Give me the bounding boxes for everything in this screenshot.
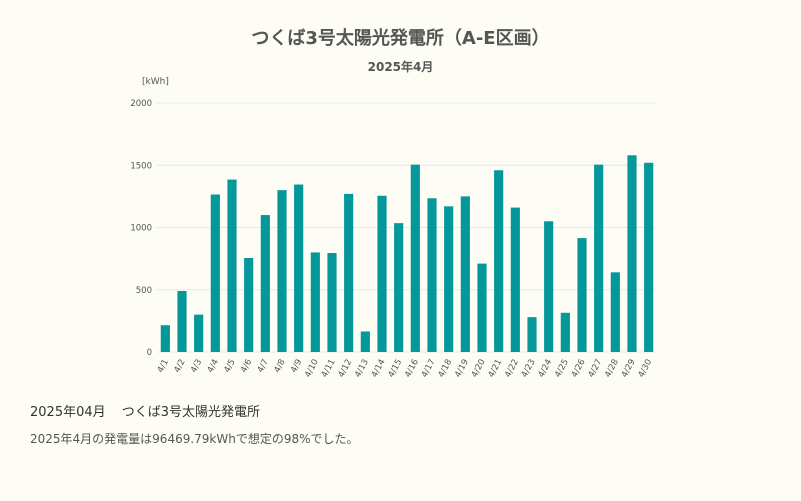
x-tick-label: 4/24 [537,358,555,380]
x-tick-label: 4/27 [587,358,605,380]
x-tick-label: 4/1 [156,358,171,375]
bar [560,312,570,352]
x-tick-label: 4/29 [620,358,638,380]
bar [527,317,537,352]
bar [444,206,454,352]
bar [210,194,220,352]
x-tick-label: 4/25 [553,358,571,380]
x-tick-label: 4/26 [570,358,588,380]
bar-chart: 0 500 1000 1500 2000 4/1 4/2 4/3 4/4 4/5 4/6 4/7 4/8… [130,99,657,380]
bar [394,223,404,352]
bar [327,253,337,352]
bar [244,258,254,352]
x-tick-label: 4/6 [239,358,254,375]
y-axis-unit-label: [kWh] [142,77,169,87]
x-tick-label: 4/20 [470,358,488,380]
x-tick-label: 4/19 [453,358,471,380]
x-tick-label: 4/10 [303,358,321,380]
bar [494,170,504,352]
bar [477,263,487,352]
bar [277,190,287,352]
x-tick-label: 4/23 [520,358,538,380]
bar [460,196,470,352]
y-tick-label: 0 [147,348,152,358]
bar [594,164,604,352]
bar [627,155,637,352]
x-tick-label: 4/15 [387,358,405,380]
bar [260,215,270,352]
bar [344,193,354,352]
x-tick-label: 4/14 [370,358,388,380]
x-tick-label: 4/21 [487,358,505,380]
bar [310,252,320,352]
bar [544,221,554,352]
y-tick-label: 500 [136,286,152,296]
bar [294,184,304,352]
y-tick-label: 1500 [130,161,152,171]
x-tick-label: 4/5 [222,358,237,375]
x-tick-label: 4/13 [353,358,371,380]
x-tick-label: 4/28 [603,358,621,380]
bar [177,290,187,352]
bar [160,325,170,352]
x-tick-label: 4/2 [172,358,187,375]
bar [377,195,387,352]
x-tick-label: 4/7 [256,358,271,375]
x-tick-label: 4/3 [189,358,204,375]
x-tick-label: 4/16 [403,358,421,380]
bar [644,162,654,352]
bar [410,164,420,352]
chart-subtitle: 2025年4月 [367,60,434,74]
bar [360,331,370,352]
x-tick-label: 4/17 [420,358,438,380]
x-tick-label: 4/22 [503,358,521,380]
bar [427,198,437,352]
chart-title: つくば3号太陽光発電所（A-E区画） [251,28,550,49]
x-tick-label: 4/11 [320,358,338,380]
footer-month: 2025年04月 [30,405,106,420]
footer-heading: 2025年04月 つくば3号太陽光発電所 [30,401,260,420]
y-tick-label: 1000 [130,224,152,234]
bar [577,238,587,352]
x-tick-label: 4/18 [437,358,455,380]
footer-summary: 2025年4月の発電量は96469.79kWhで想定の98%でした。 [30,432,359,446]
bar [194,314,204,352]
footer-plant-name: つくば3号太陽光発電所 [121,405,261,420]
bar [510,207,520,352]
x-tick-label: 4/9 [289,358,304,375]
x-tick-label: 4/8 [272,358,287,375]
x-tick-label: 4/30 [637,358,655,380]
x-tick-label: 4/4 [206,358,221,375]
bar [227,179,237,352]
x-tick-label: 4/12 [337,358,355,380]
bar [610,272,620,352]
y-tick-label: 2000 [130,99,152,109]
